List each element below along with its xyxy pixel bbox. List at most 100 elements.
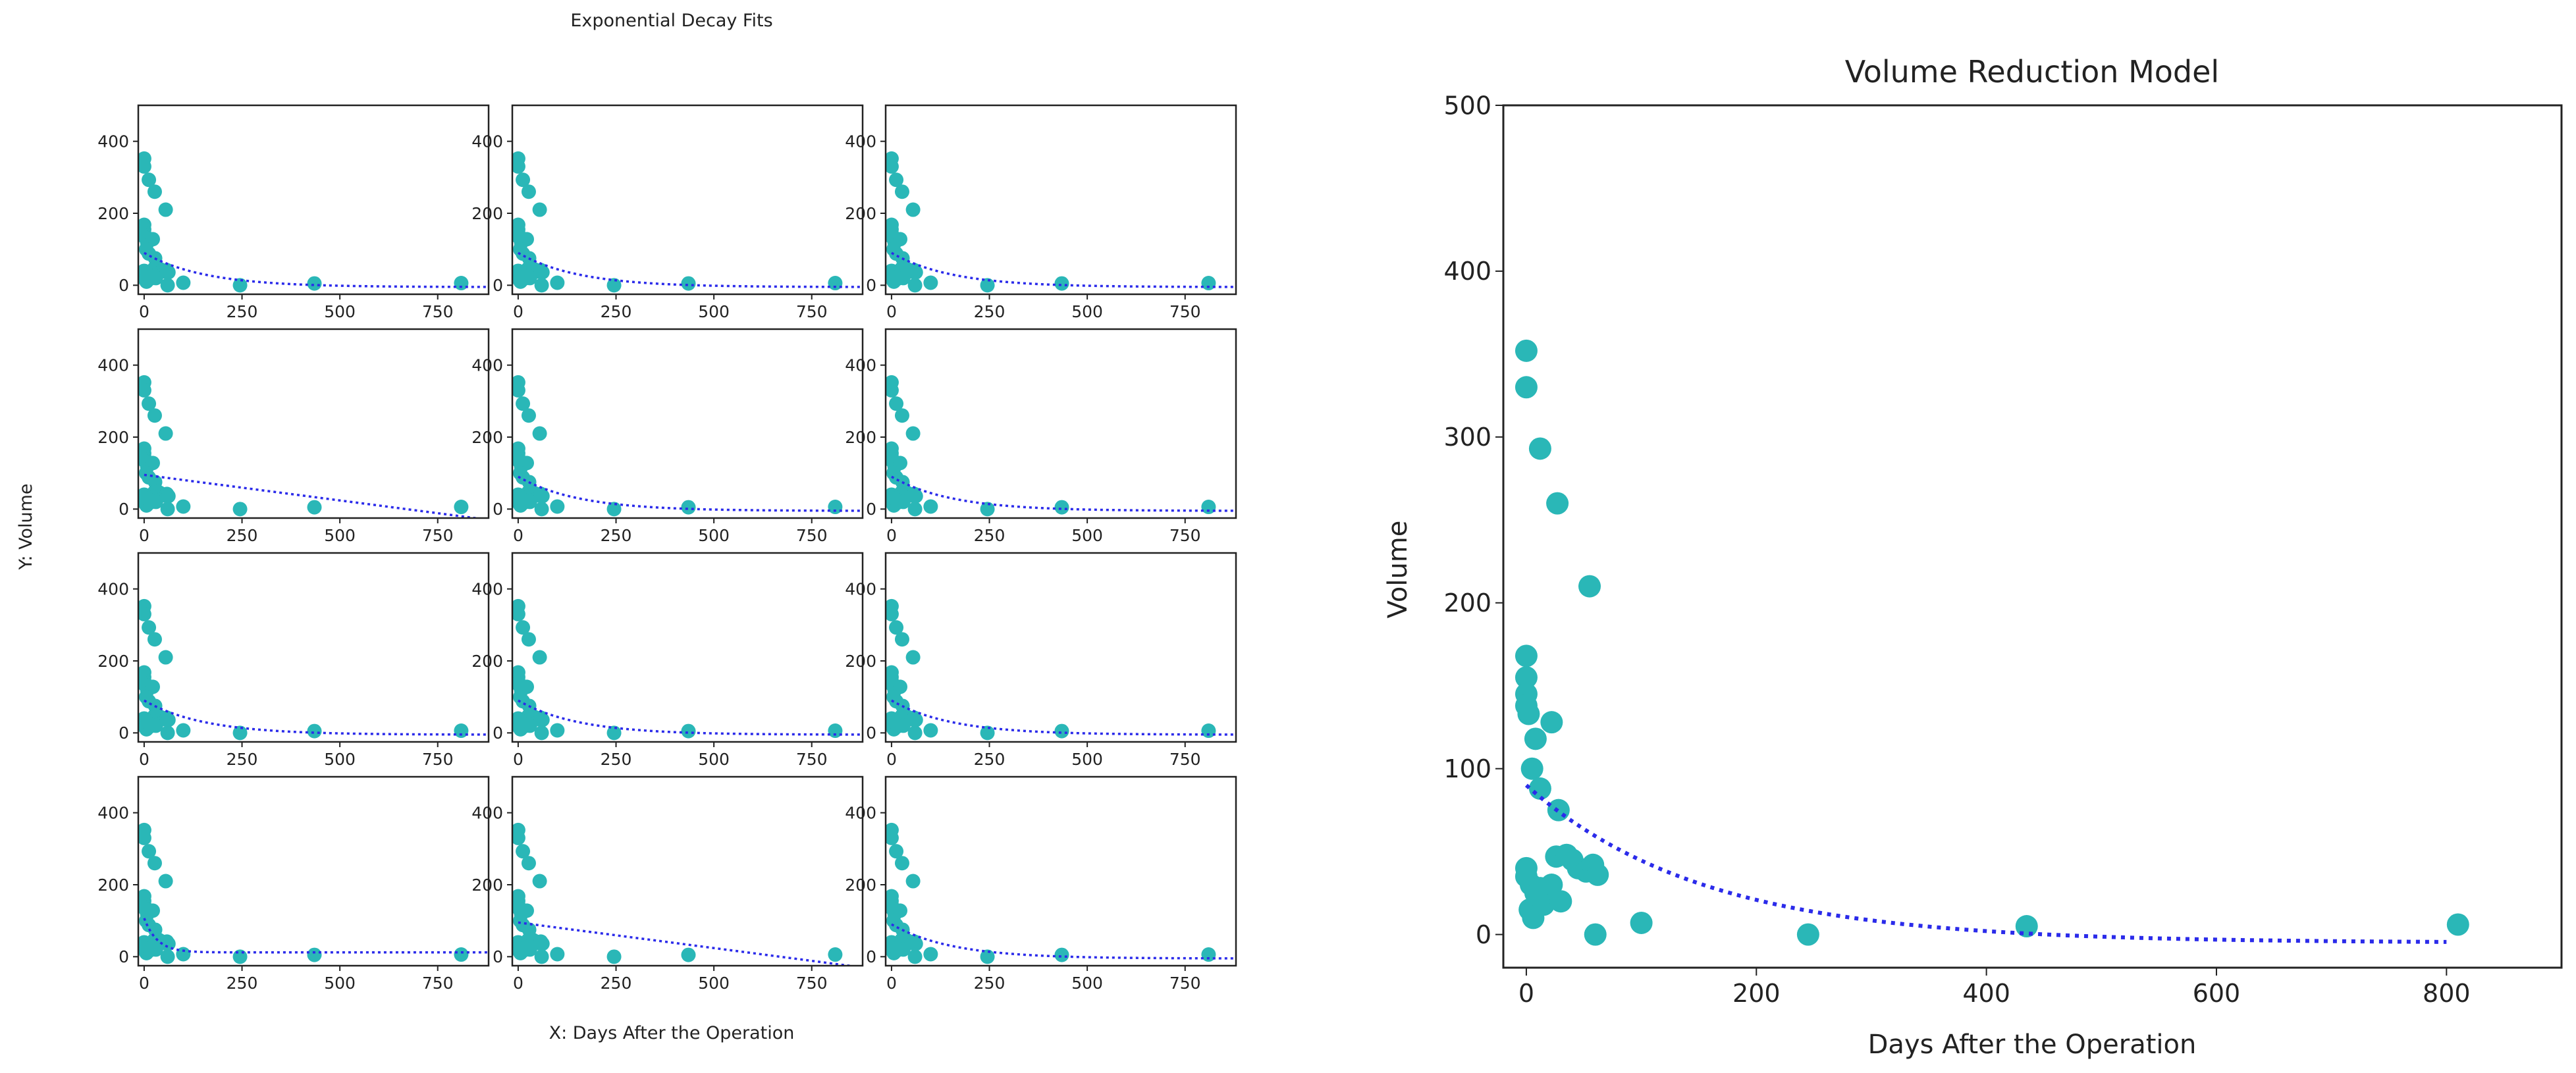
subplot: 0 250 500 750 0 200 400 — [97, 328, 490, 545]
data-point — [923, 499, 938, 514]
x-tick-label: 0 — [1518, 979, 1534, 1008]
points-group — [138, 375, 484, 518]
x-tick-label: 500 — [1071, 526, 1103, 545]
data-point — [454, 947, 469, 962]
y-tick-label: 200 — [1443, 589, 1491, 617]
data-point — [1528, 437, 1551, 460]
y-tick-label: 0 — [493, 723, 503, 743]
data-point — [521, 184, 536, 199]
data-point — [1517, 702, 1540, 725]
y-tick-label: 0 — [1476, 920, 1491, 949]
data-point — [886, 382, 899, 398]
x-tick-label: 250 — [601, 750, 632, 769]
x-tick-label: 750 — [796, 750, 828, 769]
data-point — [1201, 276, 1216, 291]
data-point — [512, 382, 525, 398]
points-group — [512, 375, 863, 517]
x-tick-label: 250 — [974, 302, 1006, 321]
data-point — [606, 502, 622, 517]
data-point — [232, 278, 248, 293]
left-figure-title: Exponential Decay Fits — [570, 11, 772, 31]
x-tick-label: 250 — [974, 750, 1006, 769]
data-point — [606, 278, 622, 293]
x-tick-label: 0 — [886, 750, 897, 769]
data-point — [1515, 376, 1538, 399]
data-point — [161, 936, 176, 951]
data-point — [158, 426, 173, 441]
data-point — [606, 949, 622, 964]
data-point — [681, 276, 696, 291]
data-point — [516, 620, 531, 635]
x-tick-label: 600 — [2193, 979, 2241, 1008]
plot-frame — [511, 104, 864, 296]
y-tick-label: 0 — [119, 276, 129, 295]
data-point — [905, 426, 921, 441]
y-tick-label: 100 — [1443, 754, 1491, 783]
x-tick-label: 500 — [324, 974, 356, 993]
data-point — [142, 172, 157, 188]
data-point — [889, 172, 904, 188]
y-tick-label: 0 — [119, 723, 129, 743]
data-point — [1584, 923, 1607, 946]
data-point — [908, 712, 923, 727]
data-point — [1578, 575, 1601, 598]
data-point — [886, 159, 899, 174]
x-tick-label: 250 — [227, 526, 258, 545]
x-tick-label: 500 — [324, 302, 356, 321]
data-point — [454, 723, 469, 739]
subplot: 0 250 500 750 0 200 400 — [471, 775, 864, 993]
plot-frame — [137, 328, 490, 519]
data-point — [907, 949, 923, 964]
data-point — [606, 725, 622, 741]
data-point — [896, 494, 911, 510]
y-tick-label: 400 — [97, 132, 129, 151]
data-point — [307, 276, 322, 291]
data-point — [1549, 890, 1572, 913]
subplot: 0 250 500 750 0 200 400 — [845, 552, 1237, 769]
data-point — [138, 382, 151, 398]
x-tick-label: 500 — [1071, 974, 1103, 993]
points-group — [886, 822, 1236, 964]
x-tick-label: 0 — [139, 302, 149, 321]
x-tick-label: 500 — [1071, 750, 1103, 769]
main-plot: 0 200 400 600 800 0 100 200 300 400 500 — [1443, 91, 2563, 1008]
y-tick-label: 0 — [866, 276, 876, 295]
points-group — [512, 151, 863, 293]
x-tick-label: 750 — [1169, 750, 1201, 769]
x-tick-label: 0 — [513, 526, 523, 545]
left-figure-ylabel: Y: Volume — [16, 483, 36, 570]
data-point — [1054, 723, 1069, 739]
data-point — [142, 620, 157, 635]
x-tick-label: 250 — [227, 974, 258, 993]
y-tick-label: 0 — [493, 276, 503, 295]
plot-frame — [884, 104, 1237, 296]
data-point — [1515, 666, 1538, 689]
data-point — [905, 202, 921, 217]
points-group — [138, 598, 489, 741]
left-figure-xlabel: X: Days After the Operation — [549, 1023, 795, 1043]
plot-frame — [511, 328, 864, 519]
data-point — [161, 488, 176, 504]
y-tick-label: 200 — [471, 204, 503, 223]
data-point — [828, 276, 843, 291]
data-point — [147, 408, 162, 423]
data-point — [923, 947, 938, 962]
x-tick-label: 750 — [796, 526, 828, 545]
x-tick-label: 400 — [1962, 979, 2010, 1008]
x-tick-label: 0 — [513, 750, 523, 769]
subplot: 0 250 500 750 0 200 400 — [97, 552, 490, 769]
points-group — [886, 151, 1236, 293]
data-point — [516, 172, 531, 188]
data-point — [1546, 492, 1569, 515]
data-point — [894, 632, 909, 647]
x-tick-label: 750 — [1169, 302, 1201, 321]
x-tick-label: 0 — [886, 302, 897, 321]
y-tick-label: 400 — [471, 803, 503, 822]
subplot: 0 250 500 750 0 200 400 — [845, 775, 1237, 993]
x-tick-label: 500 — [698, 974, 730, 993]
data-point — [147, 632, 162, 647]
data-point — [886, 830, 899, 845]
y-tick-label: 400 — [97, 355, 129, 375]
subplot-grid: 0 250 500 750 0 200 400 0 250 500 750 0 200 400 0 250 50… — [97, 104, 1237, 993]
